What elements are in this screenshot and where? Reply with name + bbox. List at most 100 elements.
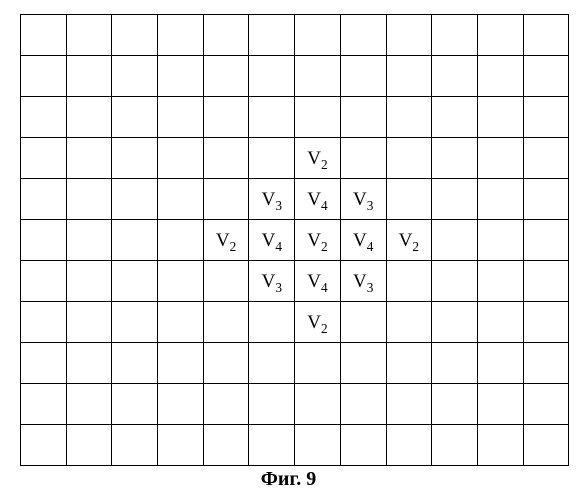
grid-cell — [432, 179, 478, 220]
grid-cell — [523, 425, 569, 466]
cell-subscript: 4 — [367, 238, 374, 253]
grid-cell — [432, 384, 478, 425]
grid-cell — [386, 384, 432, 425]
grid-cell — [477, 425, 523, 466]
grid-cell — [66, 261, 112, 302]
grid-cell — [249, 384, 295, 425]
grid-cell — [432, 425, 478, 466]
grid-cell — [477, 220, 523, 261]
grid-cell — [112, 425, 158, 466]
grid-cell — [203, 138, 249, 179]
cell-subscript: 4 — [275, 238, 282, 253]
grid-cell — [21, 384, 67, 425]
grid-cell — [158, 97, 204, 138]
grid-row — [21, 56, 569, 97]
grid-cell — [432, 138, 478, 179]
grid-cell — [340, 97, 386, 138]
grid-cell — [386, 56, 432, 97]
grid-cell — [21, 179, 67, 220]
cell-label: V3 — [353, 271, 373, 292]
cell-label: V4 — [307, 189, 327, 210]
grid-cell — [21, 343, 67, 384]
grid-cell — [432, 302, 478, 343]
grid-cell — [158, 302, 204, 343]
grid-cell — [158, 56, 204, 97]
grid-cell — [112, 97, 158, 138]
grid-cell — [203, 343, 249, 384]
grid-cell — [158, 15, 204, 56]
grid-row — [21, 343, 569, 384]
grid-cell — [249, 138, 295, 179]
grid-cell — [158, 425, 204, 466]
grid-cell: V4 — [295, 179, 341, 220]
grid-cell — [386, 261, 432, 302]
grid-cell — [249, 56, 295, 97]
grid-table: V2V3V4V3V2V4V2V4V2V3V4V3V2 — [20, 14, 569, 466]
cell-subscript: 3 — [275, 197, 282, 212]
grid-cell — [477, 97, 523, 138]
grid-cell — [477, 261, 523, 302]
grid-cell — [432, 56, 478, 97]
grid-cell — [386, 302, 432, 343]
grid-cell — [523, 220, 569, 261]
grid-row — [21, 97, 569, 138]
grid-cell — [203, 97, 249, 138]
grid-cell — [249, 343, 295, 384]
grid-cell — [112, 302, 158, 343]
grid-cell — [112, 261, 158, 302]
grid-cell — [203, 425, 249, 466]
cell-subscript: 4 — [321, 197, 328, 212]
grid-cell — [386, 179, 432, 220]
cell-subscript: 2 — [321, 238, 328, 253]
grid-cell — [66, 15, 112, 56]
cell-label: V4 — [307, 271, 327, 292]
grid-cell — [523, 15, 569, 56]
grid-cell — [295, 15, 341, 56]
grid-cell — [295, 56, 341, 97]
grid-cell — [203, 15, 249, 56]
cell-label: V3 — [262, 189, 282, 210]
cell-subscript: 3 — [367, 279, 374, 294]
grid-cell — [112, 343, 158, 384]
grid-row — [21, 15, 569, 56]
grid-cell — [66, 220, 112, 261]
grid-cell: V3 — [249, 179, 295, 220]
grid-cell — [523, 384, 569, 425]
grid-row: V2 — [21, 138, 569, 179]
grid-row — [21, 384, 569, 425]
cell-label: V2 — [399, 230, 419, 251]
grid-cell — [203, 56, 249, 97]
grid-row: V3V4V3 — [21, 261, 569, 302]
grid-cell — [523, 179, 569, 220]
grid-row: V2V4V2V4V2 — [21, 220, 569, 261]
grid-cell — [249, 97, 295, 138]
grid-cell — [21, 261, 67, 302]
grid-cell — [295, 343, 341, 384]
grid-cell — [523, 138, 569, 179]
cell-label: V3 — [353, 189, 373, 210]
grid-cell — [112, 384, 158, 425]
grid-cell: V2 — [295, 138, 341, 179]
grid-cell — [432, 343, 478, 384]
cell-subscript: 2 — [321, 320, 328, 335]
grid-cell — [203, 384, 249, 425]
grid-cell — [203, 302, 249, 343]
grid-cell — [432, 97, 478, 138]
grid-cell — [158, 220, 204, 261]
grid-cell: V4 — [295, 261, 341, 302]
grid-cell — [66, 56, 112, 97]
grid-cell — [21, 220, 67, 261]
grid-cell — [432, 220, 478, 261]
grid-cell — [249, 15, 295, 56]
grid-cell — [386, 15, 432, 56]
cell-subscript: 3 — [367, 197, 374, 212]
grid-cell — [386, 425, 432, 466]
grid-cell — [21, 425, 67, 466]
grid-cell — [523, 261, 569, 302]
grid-cell — [477, 384, 523, 425]
grid-cell — [158, 138, 204, 179]
grid-cell — [112, 15, 158, 56]
cell-subscript: 4 — [321, 279, 328, 294]
grid-cell — [21, 15, 67, 56]
grid-cell — [21, 97, 67, 138]
